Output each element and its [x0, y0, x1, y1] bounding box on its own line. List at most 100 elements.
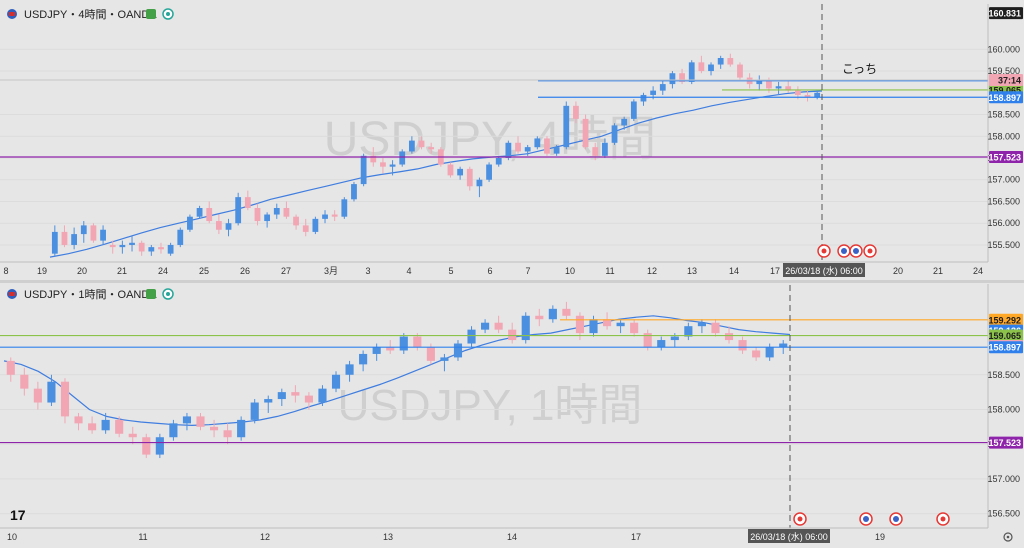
candle [74, 412, 83, 431]
top-price-axis-bg [988, 4, 1024, 262]
candle [128, 426, 137, 445]
candle [380, 158, 386, 174]
candle [466, 166, 473, 191]
candle-body [264, 214, 271, 222]
candle [20, 367, 29, 396]
candle [129, 236, 135, 252]
bottom-horizontal-lines [0, 319, 988, 444]
bottom-chart-pane[interactable]: USDJPY, 1時間 [0, 285, 988, 528]
bottom-event-markers[interactable] [793, 512, 950, 526]
pane-divider[interactable] [0, 280, 1024, 283]
time-tick-label: 24 [158, 266, 168, 276]
tradingview-logo[interactable]: 17 [10, 507, 26, 523]
candle [486, 162, 492, 182]
candle-body [155, 437, 164, 455]
settings-gear-icon[interactable] [1003, 532, 1013, 542]
bottom-green-flag-icon[interactable] [146, 289, 156, 299]
top-event-markers[interactable] [817, 244, 877, 258]
candle-body [724, 333, 734, 341]
price-tag-label: 157.523 [988, 153, 1021, 163]
top-symbol-header[interactable]: USDJPY・4時間・OANDA [7, 8, 174, 21]
candle [109, 240, 116, 254]
us-flag-icon [863, 516, 869, 522]
price-tick-label: 158.000 [987, 404, 1020, 414]
candle [359, 350, 368, 372]
candle [142, 433, 151, 459]
top-green-flag-icon[interactable] [146, 9, 156, 19]
candle [724, 326, 734, 344]
top-ma-line [49, 90, 823, 258]
candle [155, 433, 164, 459]
candle-body [167, 244, 174, 254]
candle [738, 336, 747, 354]
candle [399, 333, 408, 354]
candle-body [109, 244, 116, 248]
candle-body [88, 423, 97, 431]
candle [250, 399, 259, 424]
bottom-time-axis[interactable]: 10 11 12 13 14 17 19 [7, 532, 885, 542]
candle-body [738, 340, 747, 351]
candle [457, 166, 464, 180]
candle-body [657, 340, 666, 347]
candle-body [215, 221, 222, 230]
price-tag-label: 159.292 [988, 315, 1021, 325]
time-tick-label: 20 [893, 266, 903, 276]
price-tick-label: 155.500 [987, 240, 1020, 250]
candle [447, 162, 454, 178]
candle [548, 305, 557, 323]
candle [544, 136, 550, 156]
top-price-axis[interactable]: 160.000159.500158.500158.000157.500157.0… [987, 4, 1024, 262]
candle-body [273, 208, 280, 215]
bottom-symbol-header[interactable]: USDJPY・1時間・OANDA [7, 288, 174, 301]
candle-body [264, 399, 273, 403]
candle-body [6, 360, 15, 375]
top-time-axis[interactable]: 8 19 20 21 24 25 26 27 3月 3 4 5 6 7 10 11 12 13 14 17 20 21 24 [3, 266, 983, 276]
candle [215, 214, 222, 235]
candle-body [698, 62, 705, 72]
candle-body [505, 142, 512, 158]
candle-body [717, 58, 724, 65]
time-tick-label: 11 [138, 532, 147, 542]
bottom-symbol-label[interactable]: USDJPY・1時間・OANDA [24, 288, 157, 301]
candle [264, 212, 271, 228]
price-tag-label: 160.831 [988, 9, 1021, 19]
top-horizontal-lines [0, 79, 988, 158]
candle-body [291, 392, 300, 396]
candle-body [457, 168, 464, 176]
candle-body [640, 94, 647, 102]
candle-body [302, 225, 309, 232]
candle [283, 201, 290, 219]
top-symbol-label[interactable]: USDJPY・4時間・OANDA [24, 8, 157, 21]
bottom-watermark: USDJPY, 1時間 [338, 381, 643, 430]
candle-body [575, 315, 585, 334]
top-annotation-label: こっち [842, 62, 877, 76]
candle [467, 326, 476, 347]
candle-body [486, 164, 492, 180]
candle-body [616, 322, 625, 327]
time-tick-label: 8 [3, 266, 8, 276]
time-tick-label: 19 [37, 266, 47, 276]
candle-body [794, 90, 801, 95]
candle-body [467, 329, 476, 344]
event-marker-dot [797, 516, 803, 522]
top-chart-pane[interactable]: USDJPY, 4時間 こっち [0, 4, 988, 262]
candle [698, 55, 705, 74]
price-tick-label: 159.500 [987, 66, 1020, 76]
candle-body [100, 229, 106, 241]
candle-body [283, 208, 290, 217]
candle-body [535, 315, 544, 320]
candle-body [515, 142, 521, 152]
candle [524, 144, 531, 156]
candle-body [254, 208, 261, 222]
candle [611, 123, 618, 145]
candle-body [466, 168, 473, 187]
time-tick-label: 12 [647, 266, 657, 276]
candle-body [20, 374, 29, 389]
candle-body [601, 142, 608, 156]
candle-body [589, 319, 598, 334]
candle-body [235, 197, 242, 224]
candle [138, 240, 145, 256]
candle [158, 242, 164, 254]
